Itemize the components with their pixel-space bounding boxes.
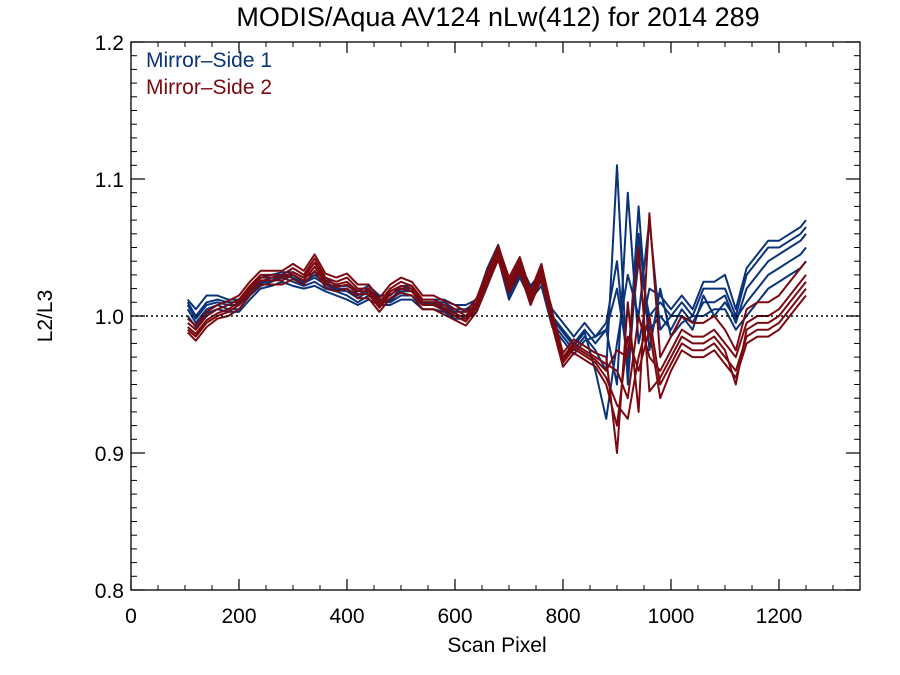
x-tick-label: 600 xyxy=(437,605,472,628)
plot-frame xyxy=(130,41,861,591)
x-tick-label: 0 xyxy=(125,605,137,628)
y-tick-label: 0.9 xyxy=(95,443,124,466)
y-tick-label: 0.8 xyxy=(95,580,124,603)
x-tick-label: 1200 xyxy=(756,605,803,628)
plot-lines xyxy=(186,164,807,454)
y-tick-label: 1.2 xyxy=(95,32,124,55)
legend-entry-2: Mirror–Side 2 xyxy=(146,76,272,99)
x-tick-label: 400 xyxy=(329,605,364,628)
series-line-2-1 xyxy=(187,249,807,400)
x-tick-label: 200 xyxy=(221,605,256,628)
x-tick-label: 800 xyxy=(545,605,580,628)
y-tick-label: 1.0 xyxy=(95,306,124,329)
legend-entry-1: Mirror–Side 1 xyxy=(146,49,272,72)
chart-title: MODIS/Aqua AV124 nLw(412) for 2014 289 xyxy=(236,2,759,32)
x-tick-label: 1000 xyxy=(648,605,695,628)
series-line-2-5 xyxy=(186,258,807,427)
axes: 0 200 400 600 800 1000 1200 0.8 0.9 1.0 1.1 1.2 xyxy=(95,32,860,628)
y-tick-label: 1.1 xyxy=(95,169,124,192)
legend: Mirror–Side 1 Mirror–Side 2 xyxy=(146,49,272,99)
y-axis-label: L2/L3 xyxy=(34,290,57,343)
x-axis-label: Scan Pixel xyxy=(447,634,546,657)
series-line-2-3 xyxy=(187,212,807,454)
series-line-2-4 xyxy=(187,246,807,393)
series-line-1-3 xyxy=(186,191,807,386)
